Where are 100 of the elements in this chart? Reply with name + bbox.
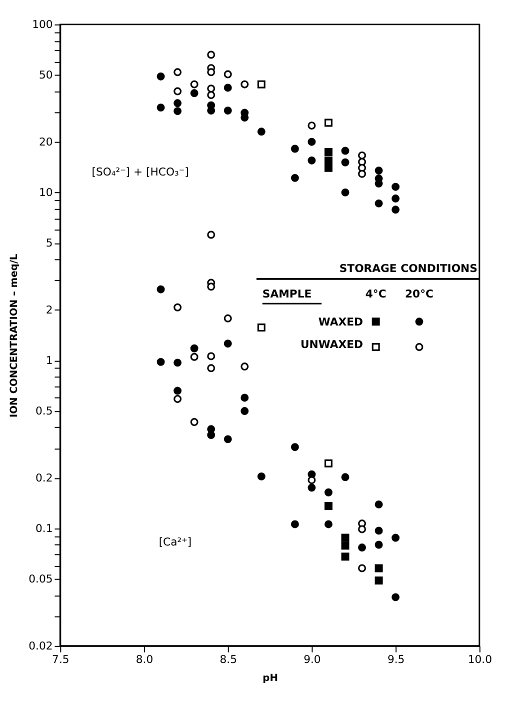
y-tick-label: 0.02	[28, 639, 53, 652]
point	[358, 170, 366, 178]
point	[240, 394, 249, 402]
point	[174, 99, 182, 108]
point	[174, 87, 182, 96]
point	[156, 285, 165, 294]
point	[174, 107, 182, 116]
annotation: SAMPLE	[262, 288, 312, 301]
x-tick-label: 9.0	[304, 653, 321, 666]
point	[392, 182, 400, 191]
point	[240, 80, 249, 88]
point	[207, 106, 216, 115]
point	[358, 158, 366, 166]
legend-title: STORAGE CONDITIONS	[339, 262, 478, 276]
point	[374, 540, 383, 549]
point	[308, 138, 316, 146]
point	[257, 324, 266, 332]
point	[358, 544, 366, 552]
point	[174, 358, 182, 367]
point	[224, 70, 232, 78]
point	[190, 352, 198, 361]
point	[392, 206, 400, 214]
y-tick-label: 100	[32, 18, 53, 31]
point	[308, 156, 316, 164]
point	[257, 472, 266, 480]
point	[392, 593, 400, 602]
point	[207, 84, 216, 93]
y-tick-label: 1	[46, 354, 53, 367]
point	[207, 230, 216, 239]
y-axis-title: ION CONCENTRATION – meq/L	[8, 253, 20, 418]
y-tick-label: 2	[46, 303, 53, 316]
point	[374, 564, 383, 572]
point	[324, 488, 332, 496]
x-tick-label: 9.5	[387, 653, 405, 666]
point	[156, 72, 165, 80]
y-tick-label: 50	[38, 68, 53, 82]
annotation: [Ca²⁺]	[158, 535, 192, 548]
point	[224, 435, 232, 444]
point	[190, 89, 198, 98]
point	[374, 576, 383, 585]
point	[207, 91, 216, 100]
point	[207, 364, 216, 372]
point	[224, 84, 232, 92]
point	[190, 344, 198, 352]
point	[207, 431, 216, 439]
point	[341, 158, 350, 166]
point	[374, 500, 383, 508]
point	[358, 564, 366, 572]
y-tick-label: 0.2	[36, 471, 53, 484]
point	[324, 148, 332, 156]
point	[324, 164, 332, 172]
x-tick-label: 7.5	[52, 653, 70, 666]
point	[358, 151, 366, 160]
x-tick-label: 8.0	[136, 653, 154, 666]
point	[341, 534, 350, 542]
y-tick-label: 0.05	[28, 572, 53, 586]
point	[341, 542, 350, 550]
legend-label: WAXED	[318, 315, 364, 328]
point	[224, 314, 232, 322]
point	[174, 386, 182, 395]
x-tick-label: 10.0	[468, 653, 492, 666]
point	[358, 164, 366, 172]
point	[156, 104, 165, 112]
point	[374, 199, 383, 208]
point	[224, 340, 232, 348]
point	[224, 106, 232, 115]
annotation: 4°C	[365, 288, 386, 301]
point	[257, 80, 266, 88]
point	[174, 303, 182, 312]
point	[156, 358, 165, 366]
point	[341, 146, 350, 155]
legend-label: UNWAXED	[300, 338, 364, 351]
point	[207, 352, 216, 360]
point	[290, 443, 299, 452]
y-tick-label: 20	[38, 135, 53, 148]
point	[190, 80, 198, 88]
point	[374, 166, 383, 175]
point	[324, 156, 332, 164]
point	[207, 282, 216, 291]
point	[358, 525, 366, 534]
point	[308, 476, 316, 484]
point	[207, 50, 216, 59]
point	[308, 122, 316, 130]
point	[174, 394, 182, 403]
annotation: 20°C	[405, 288, 434, 301]
point	[392, 194, 400, 203]
point	[240, 407, 249, 416]
point	[257, 128, 266, 136]
y-tick-label: 0.5	[36, 404, 53, 418]
point	[240, 362, 249, 371]
point	[392, 534, 400, 542]
x-tick-label: 8.5	[220, 653, 237, 666]
annotation: [SO₄²⁻] + [HCO₃⁻]	[92, 165, 189, 178]
point	[324, 118, 332, 127]
point	[290, 174, 299, 182]
point	[190, 418, 198, 426]
point	[324, 459, 332, 468]
point	[341, 188, 350, 196]
x-axis-title: pH	[262, 672, 278, 684]
point	[324, 520, 332, 528]
